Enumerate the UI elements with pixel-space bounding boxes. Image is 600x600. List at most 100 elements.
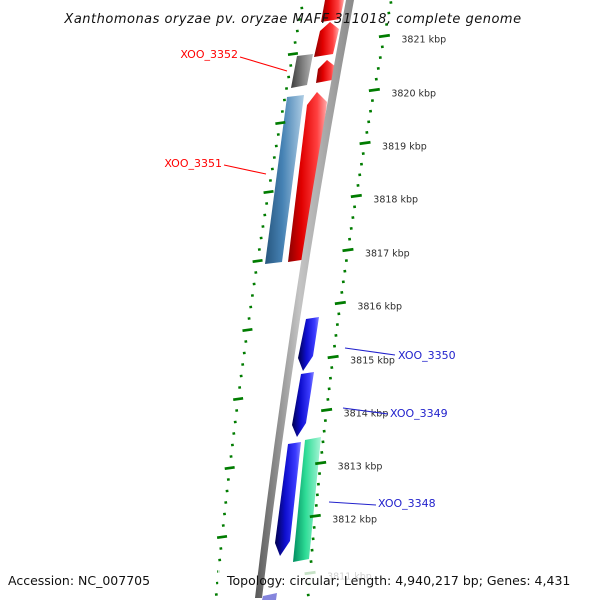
- ruler-tick-minor: [370, 99, 374, 103]
- ruler-tick-major: [350, 193, 362, 199]
- caption-background-left: [2, 566, 154, 592]
- ruler-tick-minor: [295, 29, 299, 33]
- ruler-tick-minor: [380, 45, 384, 49]
- ruler-tick-minor: [276, 133, 280, 136]
- ruler-tick-minor: [330, 366, 334, 370]
- ruler-tick-minor: [222, 512, 227, 516]
- gene-arrow-red-up-2: [316, 60, 336, 83]
- tick-label: 3816 kbp: [357, 302, 402, 313]
- ruler-tick-minor: [353, 205, 357, 209]
- ruler-tick-minor: [265, 202, 269, 205]
- ruler-tick-minor: [361, 152, 365, 156]
- tick-label: 3819 kbp: [382, 142, 427, 153]
- ruler-tick-major: [216, 534, 228, 540]
- leader-line-xoo-3350: [344, 347, 396, 356]
- ruler-tick-minor: [312, 525, 316, 529]
- ruler-tick-minor: [218, 558, 222, 562]
- ruler-tick-minor: [340, 290, 344, 294]
- ruler-tick-minor: [341, 280, 345, 284]
- ruler-tick-minor: [334, 333, 338, 337]
- ruler-tick-minor: [233, 420, 237, 424]
- ruler-tick-major: [224, 465, 235, 471]
- ruler-tick-minor: [359, 162, 363, 166]
- ruler-tick-minor: [232, 432, 236, 435]
- ruler-tick-minor: [318, 472, 322, 476]
- ruler-tick-minor: [358, 173, 362, 177]
- gene-sliver-blue-clipped-bottom: [262, 593, 277, 600]
- gene-arrow-blue-xoo-3350: [298, 317, 319, 371]
- ruler-tick-minor: [385, 23, 389, 26]
- ruler-tick-minor: [285, 87, 289, 90]
- tick-label: 3813 kbp: [338, 462, 383, 473]
- ruler-tick-minor: [254, 271, 258, 274]
- gene-box-gray-xoo-3352: [291, 54, 313, 88]
- ruler-tick-major: [263, 189, 274, 195]
- ruler-tick-minor: [252, 282, 256, 286]
- ruler-tick-major: [309, 513, 321, 519]
- ruler-tick-minor: [316, 482, 320, 486]
- ruler-tick-minor: [337, 312, 341, 316]
- ruler-tick-minor: [365, 130, 369, 134]
- tick-label: 3817 kbp: [365, 249, 410, 260]
- ruler-tick-major: [242, 327, 253, 333]
- ruler-tick-minor: [268, 179, 272, 182]
- ruler-tick-minor: [272, 156, 276, 159]
- ruler-tick-major: [327, 354, 339, 360]
- ruler-tick-minor: [328, 376, 332, 380]
- gene-track: [262, 0, 344, 600]
- gene-arrow-blue-xoo-3348: [275, 442, 301, 556]
- leader-line-xoo-3352: [239, 56, 288, 72]
- feature-label-xoo-3349: XOO_3349: [390, 407, 448, 420]
- ruler-tick-minor: [389, 1, 393, 4]
- caption-accession: Accession: NC_007705: [8, 573, 150, 588]
- ruler-tick-minor: [274, 144, 278, 148]
- feature-label-xoo-3350: XOO_3350: [398, 349, 456, 362]
- ruler-tick-minor: [298, 18, 302, 21]
- feature-labels: XOO_3352 XOO_3351 XOO_3350 XOO_3349 XOO_…: [164, 48, 455, 510]
- leader-line-xoo-3348: [328, 501, 377, 506]
- ruler-tick-minor: [263, 213, 267, 217]
- ruler-tick-major: [368, 87, 380, 93]
- ruler-tick-minor: [224, 501, 228, 504]
- ruler-tick-minor: [348, 237, 352, 241]
- ruler-tick-minor: [315, 493, 319, 497]
- ruler-tick-minor: [249, 305, 253, 309]
- gene-bar-steelblue-xoo-3351: [265, 95, 304, 264]
- ruler-tick-major: [315, 460, 327, 466]
- ruler-tick-minor: [300, 6, 304, 10]
- ruler-tick-minor: [229, 455, 233, 458]
- ruler-tick-minor: [261, 225, 265, 228]
- tick-label: 3818 kbp: [373, 195, 418, 206]
- ruler-tick-minor: [326, 397, 330, 401]
- caption-topology: Topology: circular; Length: 4,940,217 bp…: [226, 573, 570, 588]
- tick-label: 3814 kbp: [344, 409, 389, 420]
- ruler-tick-minor: [241, 363, 245, 366]
- ruler-tick-minor: [343, 269, 347, 273]
- ruler-tick-minor: [239, 374, 243, 378]
- gene-arrow-red-clipped-top: [321, 0, 344, 22]
- ruler-tick-minor: [257, 248, 261, 251]
- gene-arrow-red-up-long: [288, 92, 327, 262]
- ruler-tick-minor: [335, 323, 339, 327]
- ruler-tick-minor: [311, 537, 315, 541]
- ruler-tick-minor: [287, 75, 291, 79]
- ruler-tick-minor: [323, 419, 327, 423]
- tick-label: 3812 kbp: [332, 515, 377, 526]
- gene-bar-green: [293, 437, 321, 562]
- leader-line-xoo-3351: [223, 164, 267, 175]
- ruler-tick-minor: [250, 294, 254, 297]
- ruler-tick-minor: [270, 167, 274, 171]
- ruler-tick-major: [378, 33, 391, 39]
- ruler-tick-minor: [314, 503, 318, 507]
- ruler-tick-minor: [280, 110, 284, 113]
- ruler-tick-minor: [289, 64, 293, 67]
- ruler-tick-minor: [374, 77, 378, 81]
- ruler-tick-minor: [310, 548, 314, 552]
- gene-arrow-red-up-1: [314, 22, 339, 57]
- ruler-tick-major: [320, 407, 333, 413]
- ruler-tick-minor: [293, 41, 297, 44]
- ruler-tick-minor: [221, 524, 225, 527]
- ruler-tick-minor: [219, 547, 223, 550]
